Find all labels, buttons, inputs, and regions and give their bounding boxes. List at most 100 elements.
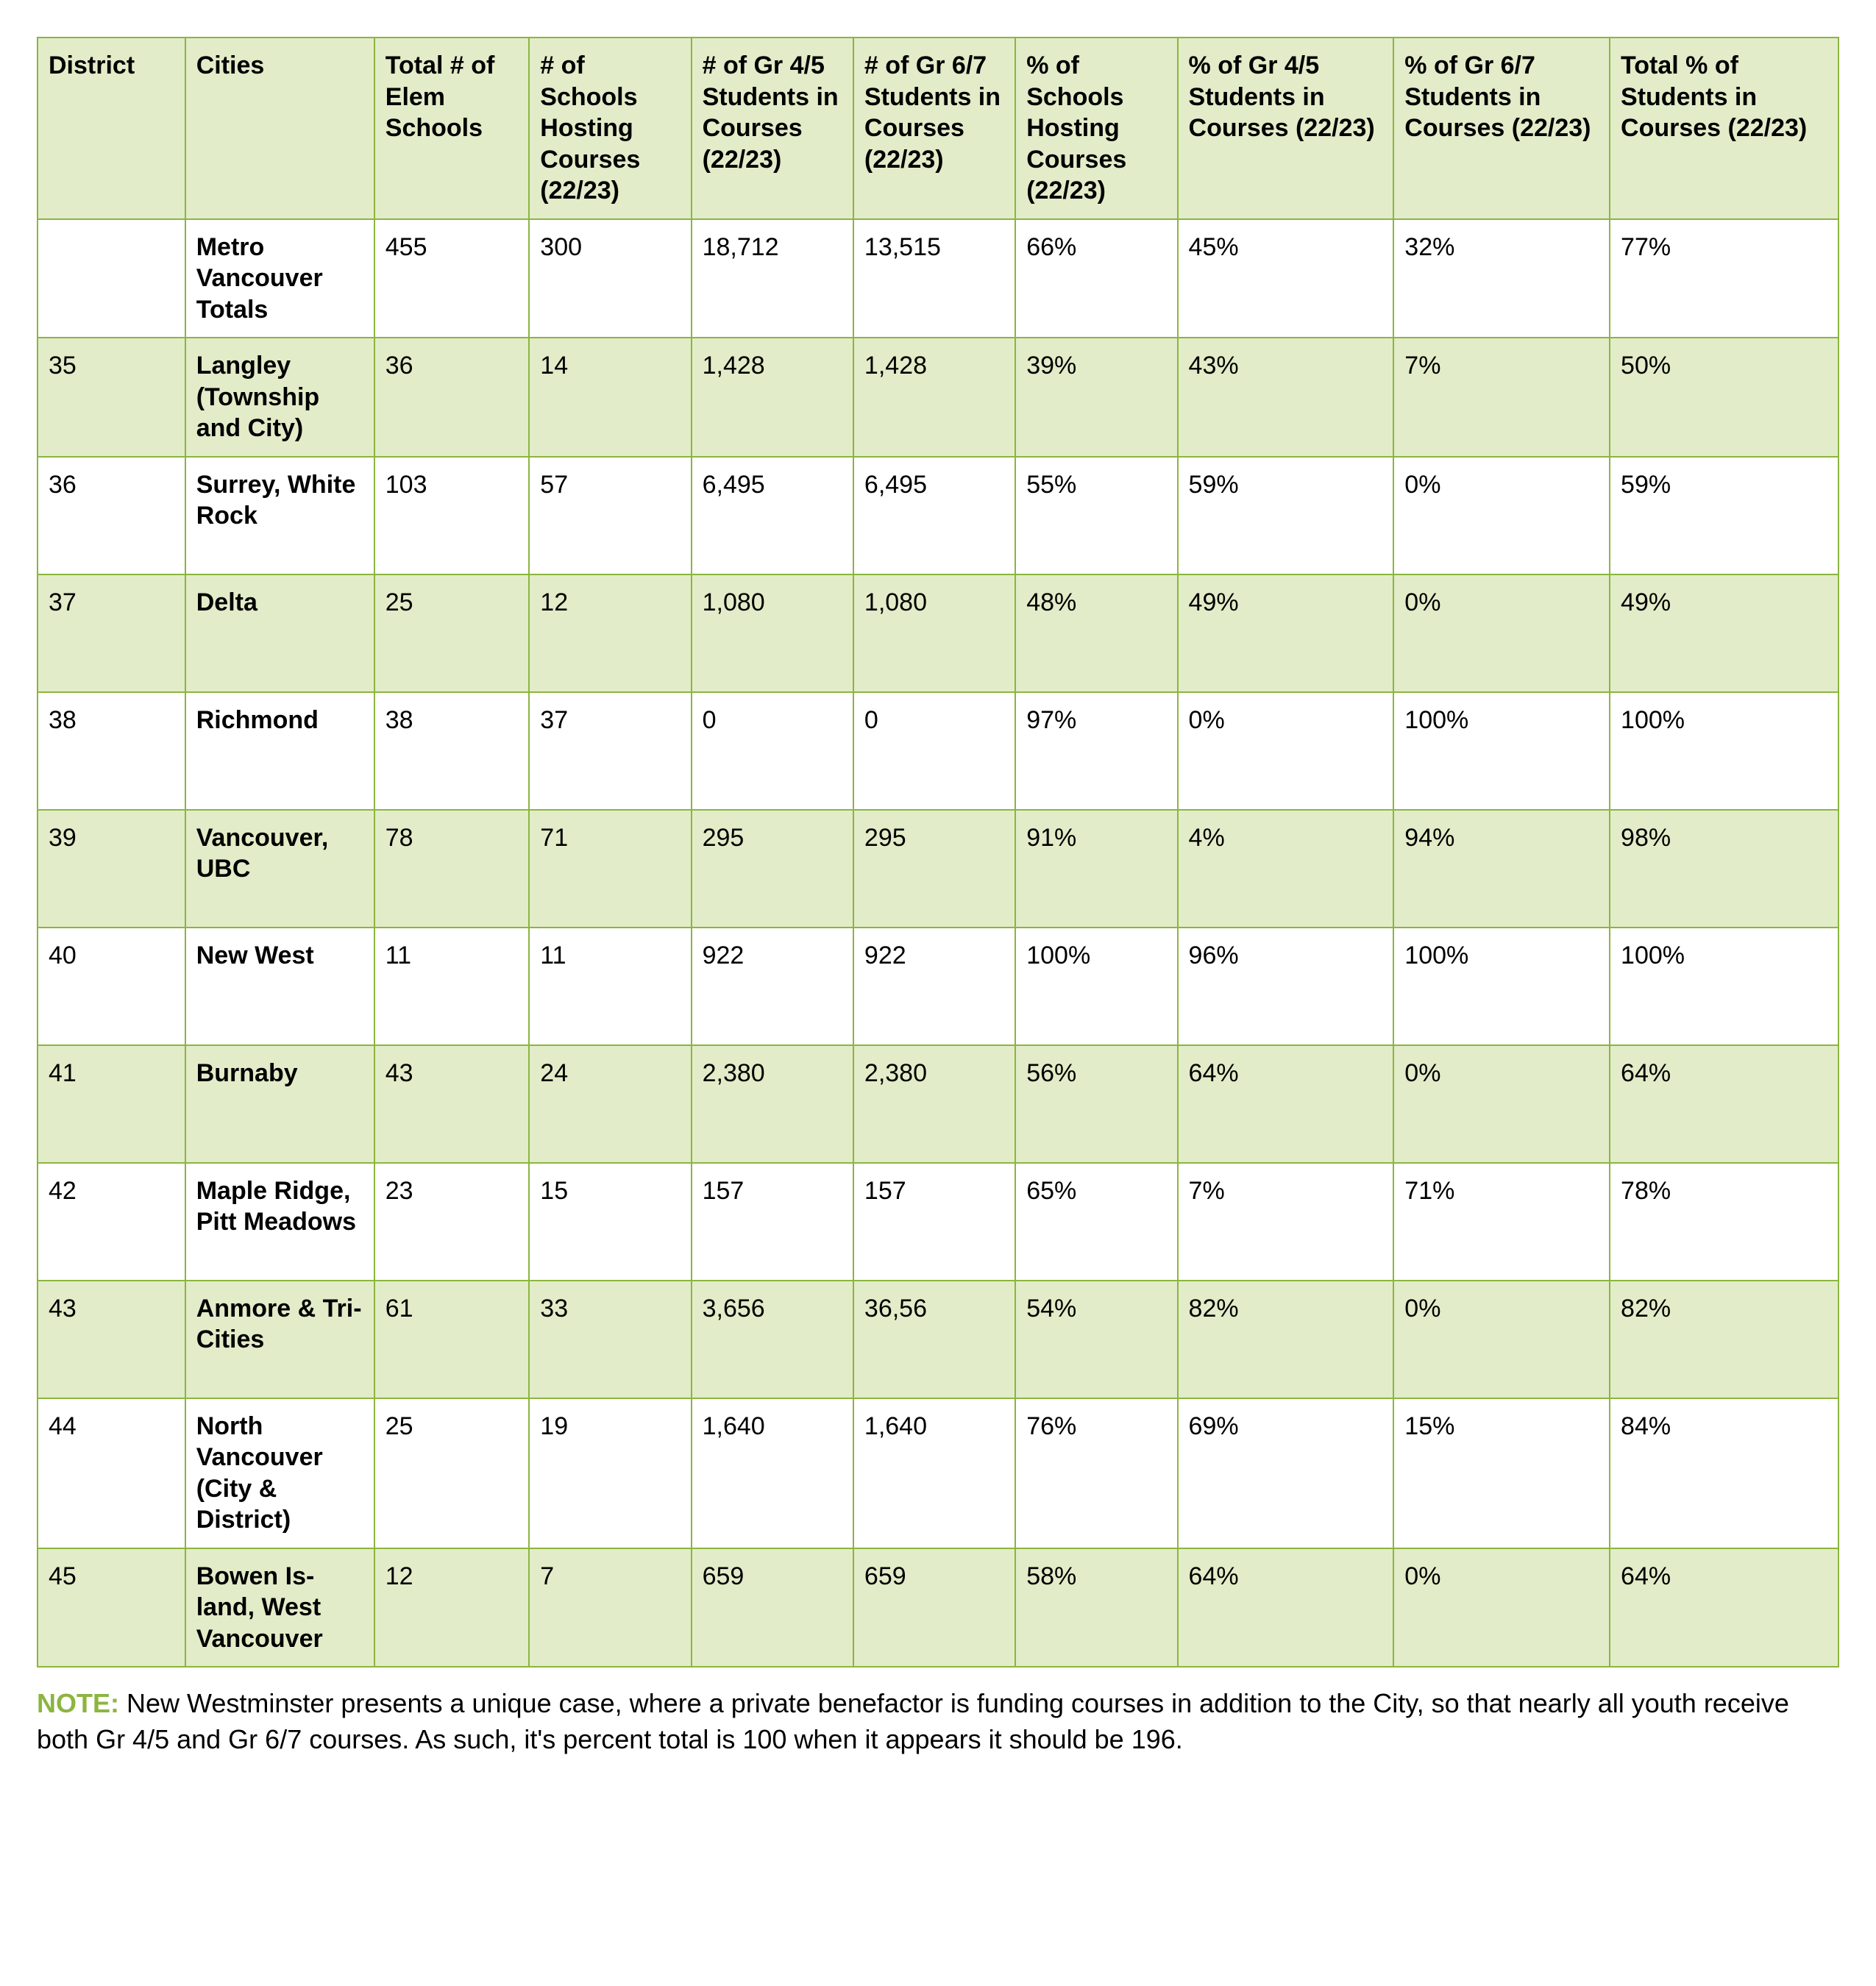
table-cell: 455 (374, 219, 530, 338)
table-cell: 66% (1015, 219, 1177, 338)
table-cell: 78% (1610, 1163, 1838, 1281)
table-cell: 295 (692, 810, 853, 928)
table-cell: 36 (374, 338, 530, 457)
table-cell: 4% (1178, 810, 1394, 928)
table-cell: 37 (38, 574, 185, 692)
table-row: 42Maple Ridge, Pitt Meadows231515715765%… (38, 1163, 1838, 1281)
table-cell: 39 (38, 810, 185, 928)
table-cell: 0% (1393, 574, 1610, 692)
table-row: 41Burnaby43242,3802,38056%64%0%64% (38, 1045, 1838, 1163)
table-cell: 15% (1393, 1398, 1610, 1548)
table-cell: 49% (1610, 574, 1838, 692)
table-cell: 18,712 (692, 219, 853, 338)
table-cell: 0 (692, 692, 853, 810)
table-cell: 38 (38, 692, 185, 810)
table-cell: 38 (374, 692, 530, 810)
table-cell: 36,56 (853, 1281, 1015, 1398)
table-cell: Metro Vancouver Totals (185, 219, 374, 338)
table-cell: 0% (1178, 692, 1394, 810)
table-cell: Delta (185, 574, 374, 692)
table-cell: 97% (1015, 692, 1177, 810)
table-cell: 0% (1393, 457, 1610, 574)
table-cell: 82% (1178, 1281, 1394, 1398)
table-cell: Surrey, White Rock (185, 457, 374, 574)
table-row: 44North Vancouver (City & District)25191… (38, 1398, 1838, 1548)
table-cell: 65% (1015, 1163, 1177, 1281)
table-cell: 35 (38, 338, 185, 457)
table-row: 39Vancouver, UBC787129529591%4%94%98% (38, 810, 1838, 928)
table-cell: 100% (1393, 928, 1610, 1045)
table-row: 40New West1111922922100%96%100%100% (38, 928, 1838, 1045)
table-cell: 37 (529, 692, 691, 810)
table-cell: Anmore & Tri-Cities (185, 1281, 374, 1398)
col-header: % of Schools Hosting Courses (22/23) (1015, 38, 1177, 219)
footnote: NOTE: New Westminster presents a unique … (37, 1686, 1839, 1757)
table-cell (38, 219, 185, 338)
table-cell: 25 (374, 1398, 530, 1548)
table-cell: North Vancouver (City & District) (185, 1398, 374, 1548)
table-cell: 6,495 (692, 457, 853, 574)
table-cell: 100% (1393, 692, 1610, 810)
table-cell: 64% (1610, 1045, 1838, 1163)
table-cell: 13,515 (853, 219, 1015, 338)
col-header: District (38, 38, 185, 219)
table-cell: 69% (1178, 1398, 1394, 1548)
table-cell: 1,080 (853, 574, 1015, 692)
table-cell: Burnaby (185, 1045, 374, 1163)
table-cell: Langley (Township and City) (185, 338, 374, 457)
table-cell: 64% (1178, 1548, 1394, 1668)
table-cell: 48% (1015, 574, 1177, 692)
table-cell: 11 (529, 928, 691, 1045)
table-cell: 45 (38, 1548, 185, 1668)
footnote-text: New Westminster presents a unique case, … (37, 1688, 1789, 1754)
col-header: Total # of Elem Schools (374, 38, 530, 219)
table-cell: 103 (374, 457, 530, 574)
table-cell: 56% (1015, 1045, 1177, 1163)
table-cell: 1,640 (853, 1398, 1015, 1548)
table-cell: New West (185, 928, 374, 1045)
table-cell: 39% (1015, 338, 1177, 457)
table-cell: 98% (1610, 810, 1838, 928)
district-table: DistrictCitiesTotal # of Elem Schools# o… (37, 37, 1839, 1668)
table-cell: 71 (529, 810, 691, 928)
table-cell: 659 (853, 1548, 1015, 1668)
table-cell: 71% (1393, 1163, 1610, 1281)
table-cell: 78 (374, 810, 530, 928)
table-cell: 12 (374, 1548, 530, 1668)
table-cell: 0% (1393, 1548, 1610, 1668)
table-cell: 7% (1393, 338, 1610, 457)
table-cell: 2,380 (692, 1045, 853, 1163)
table-cell: 91% (1015, 810, 1177, 928)
table-cell: 19 (529, 1398, 691, 1548)
table-row: 37Delta25121,0801,08048%49%0%49% (38, 574, 1838, 692)
table-cell: 82% (1610, 1281, 1838, 1398)
table-cell: Maple Ridge, Pitt Meadows (185, 1163, 374, 1281)
table-cell: 1,640 (692, 1398, 853, 1548)
table-cell: 43 (374, 1045, 530, 1163)
table-cell: 45% (1178, 219, 1394, 338)
table-body: Metro Vancouver Totals45530018,71213,515… (38, 219, 1838, 1668)
table-cell: 54% (1015, 1281, 1177, 1398)
table-cell: 2,380 (853, 1045, 1015, 1163)
col-header: Cities (185, 38, 374, 219)
table-cell: 96% (1178, 928, 1394, 1045)
table-row: 43Anmore & Tri-Cities61333,65636,5654%82… (38, 1281, 1838, 1398)
table-cell: 55% (1015, 457, 1177, 574)
table-cell: 157 (853, 1163, 1015, 1281)
table-cell: 1,428 (692, 338, 853, 457)
col-header: # of Schools Hosting Courses (22/23) (529, 38, 691, 219)
table-cell: 59% (1178, 457, 1394, 574)
col-header: % of Gr 6/7 Students in Courses (22/23) (1393, 38, 1610, 219)
table-cell: 922 (692, 928, 853, 1045)
col-header: Total % of Students in Courses (22/23) (1610, 38, 1838, 219)
table-cell: 25 (374, 574, 530, 692)
table-cell: 33 (529, 1281, 691, 1398)
table-cell: 44 (38, 1398, 185, 1548)
table-cell: 50% (1610, 338, 1838, 457)
col-header: # of Gr 4/5 Students in Courses (22/23) (692, 38, 853, 219)
table-cell: 59% (1610, 457, 1838, 574)
table-row: Metro Vancouver Totals45530018,71213,515… (38, 219, 1838, 338)
table-cell: 100% (1610, 928, 1838, 1045)
table-row: 35Langley (Township and City)36141,4281,… (38, 338, 1838, 457)
table-cell: 49% (1178, 574, 1394, 692)
